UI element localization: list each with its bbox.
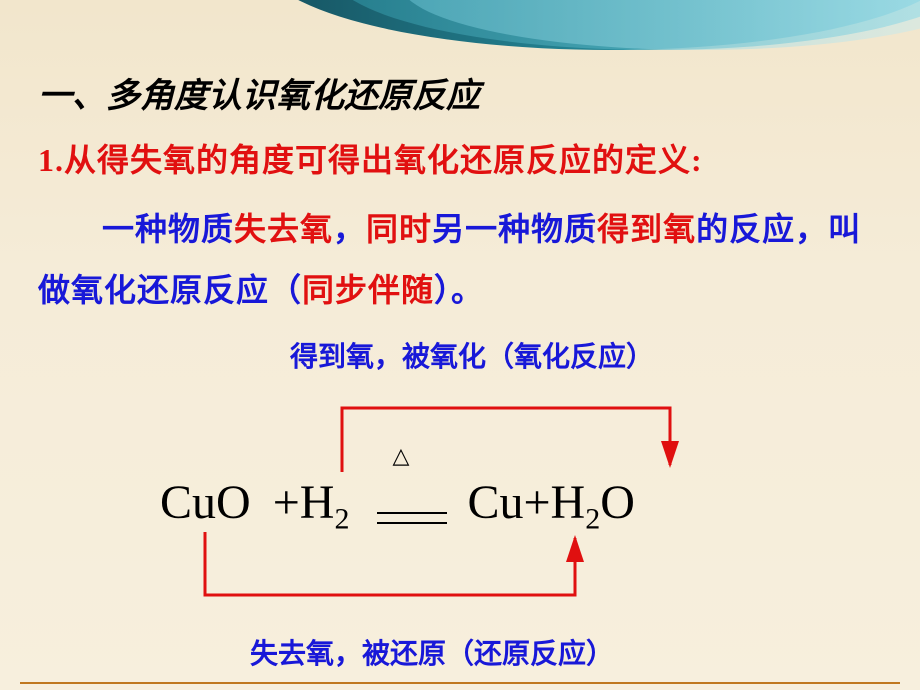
eq-h2o: H2O — [551, 475, 635, 537]
para-lose-oxygen: 失去氧 — [234, 211, 333, 247]
equation-container: CuO + H2 △ Cu + H2O — [160, 460, 780, 580]
para-sync: 同步伴随 — [302, 272, 434, 308]
annotation-reduced: 失去氧，被还原（还原反应） — [250, 632, 614, 672]
para-text: ）。 — [434, 272, 484, 308]
para-sync-word: 同时 — [366, 211, 432, 247]
eq-plus: + — [273, 475, 300, 530]
para-text: ， — [333, 211, 366, 247]
annotation-oxidized: 得到氧，被氧化（氧化反应） — [290, 335, 654, 375]
slide-content: 一、多角度认识氧化还原反应 1.从得失氧的角度可得出氧化还原反应的定义: 一种物… — [38, 68, 882, 321]
chemical-equation: CuO + H2 △ Cu + H2O — [160, 475, 635, 537]
bottom-divider — [20, 682, 900, 684]
section-heading: 一、多角度认识氧化还原反应 — [38, 68, 882, 117]
definition-heading: 1.从得失氧的角度可得出氧化还原反应的定义: — [38, 135, 882, 181]
definition-paragraph: 一种物质失去氧，同时另一种物质得到氧的反应，叫做氧化还原反应（同步伴随）。 — [38, 199, 882, 321]
para-gain-oxygen: 得到氧 — [597, 211, 696, 247]
para-text: 一种物质 — [102, 211, 234, 247]
heat-triangle-icon: △ — [392, 443, 409, 469]
para-text: 另一种物质 — [432, 211, 597, 247]
eq-plus: + — [523, 475, 550, 530]
eq-cuo: CuO — [160, 475, 251, 530]
eq-cu: Cu — [467, 475, 523, 530]
eq-equals-heat: △ — [367, 475, 457, 530]
eq-h2: H2 — [300, 475, 350, 537]
